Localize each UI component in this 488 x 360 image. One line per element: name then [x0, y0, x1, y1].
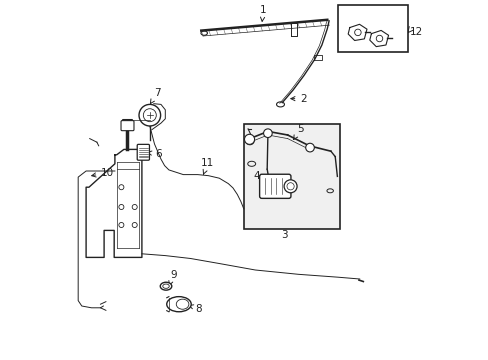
Circle shape [244, 134, 254, 144]
Text: 1: 1 [260, 5, 266, 21]
Text: 4: 4 [253, 171, 263, 186]
Bar [244, 124, 339, 229]
Text: 6: 6 [147, 149, 162, 159]
Circle shape [139, 104, 160, 126]
FancyBboxPatch shape [137, 144, 149, 160]
Text: 12: 12 [408, 27, 422, 37]
Ellipse shape [160, 282, 171, 290]
Bar [337, 5, 407, 52]
FancyBboxPatch shape [259, 174, 290, 198]
Circle shape [305, 143, 314, 152]
Text: 8: 8 [188, 303, 201, 314]
Ellipse shape [166, 297, 191, 312]
Polygon shape [347, 24, 366, 40]
Text: 5: 5 [293, 124, 303, 140]
Polygon shape [369, 31, 388, 46]
Text: 3: 3 [280, 230, 287, 240]
Text: 10: 10 [92, 168, 114, 178]
FancyBboxPatch shape [121, 121, 134, 131]
FancyBboxPatch shape [122, 120, 132, 127]
Circle shape [245, 136, 254, 145]
Text: 11: 11 [201, 158, 214, 174]
Circle shape [284, 180, 296, 193]
Text: 7: 7 [150, 88, 161, 104]
Circle shape [263, 129, 272, 138]
Text: 9: 9 [168, 270, 176, 285]
Text: 2: 2 [290, 94, 306, 104]
Polygon shape [86, 149, 142, 257]
